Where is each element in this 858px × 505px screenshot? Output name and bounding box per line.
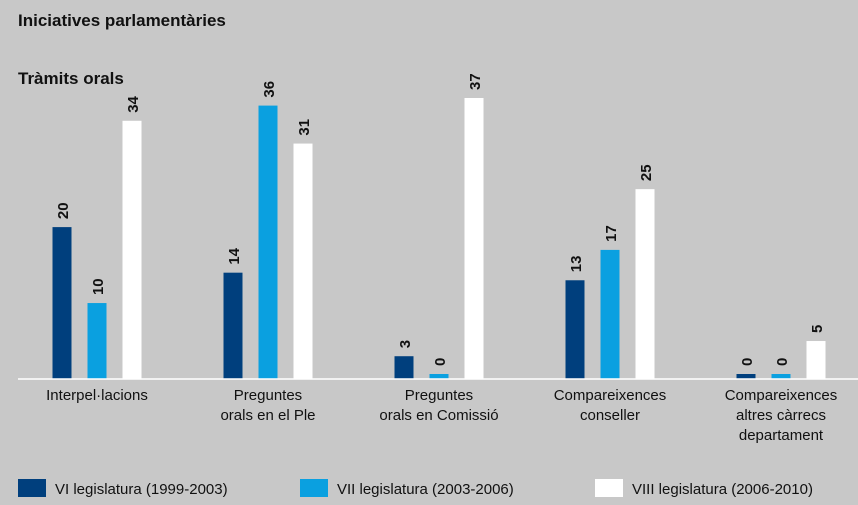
data-label: 25 [638,164,655,181]
x-tick-label-line: Preguntes [234,387,302,404]
x-tick-label: Compareixences conseller [554,387,667,424]
x-tick-label-line: conseller [580,407,640,424]
x-tick-label: Interpel·lacions [46,387,148,404]
x-tick-label-line: Compareixences [725,387,838,404]
bar [771,374,791,379]
legend-label: VII legislatura (2003-2006) [337,481,514,498]
data-label: 0 [774,358,791,366]
legend-swatch [300,479,328,497]
data-label: 13 [568,256,585,273]
x-tick-label-line: departament [739,427,824,444]
bar [736,374,756,379]
data-label: 5 [809,325,826,333]
bar [600,249,620,379]
x-tick-label-line: Interpel·lacions [46,387,148,404]
chart-subtitle: Tràmits orals [18,69,124,88]
data-label: 34 [125,95,142,112]
bar [635,189,655,379]
bar [293,143,313,379]
bar [52,227,72,379]
data-label: 20 [55,202,72,219]
legend-label: VIII legislatura (2006-2010) [632,481,813,498]
x-tick-label: Preguntes orals en el Ple [220,387,315,424]
bar [394,356,414,379]
data-label: 14 [226,247,243,264]
chart-title: Iniciatives parlamentàries [18,11,226,30]
data-label: 0 [739,358,756,366]
legend-label: VI legislatura (1999-2003) [55,481,228,498]
legend-swatch [18,479,46,497]
bar [429,374,449,379]
bar [223,272,243,379]
data-label: 0 [432,358,449,366]
bar [258,105,278,379]
bar [565,280,585,379]
bar [87,303,107,379]
bar [806,341,826,379]
x-tick-label-line: Compareixences [554,387,667,404]
x-tick-label: Compareixences altres càrrecs departament [725,387,838,444]
data-label: 10 [90,278,107,295]
data-label: 31 [296,119,313,136]
bar [464,98,484,379]
data-label: 17 [603,225,620,242]
data-label: 3 [397,340,414,348]
x-tick-label: Preguntes orals en Comissió [379,387,498,424]
legend-swatch [595,479,623,497]
data-label: 36 [261,81,278,98]
x-tick-label-line: altres càrrecs [736,407,826,424]
bar [122,120,142,379]
data-label: 37 [467,73,484,90]
x-tick-label-line: Preguntes [405,387,473,404]
x-tick-label-line: orals en Comissió [379,407,498,424]
x-tick-label-line: orals en el Ple [220,407,315,424]
